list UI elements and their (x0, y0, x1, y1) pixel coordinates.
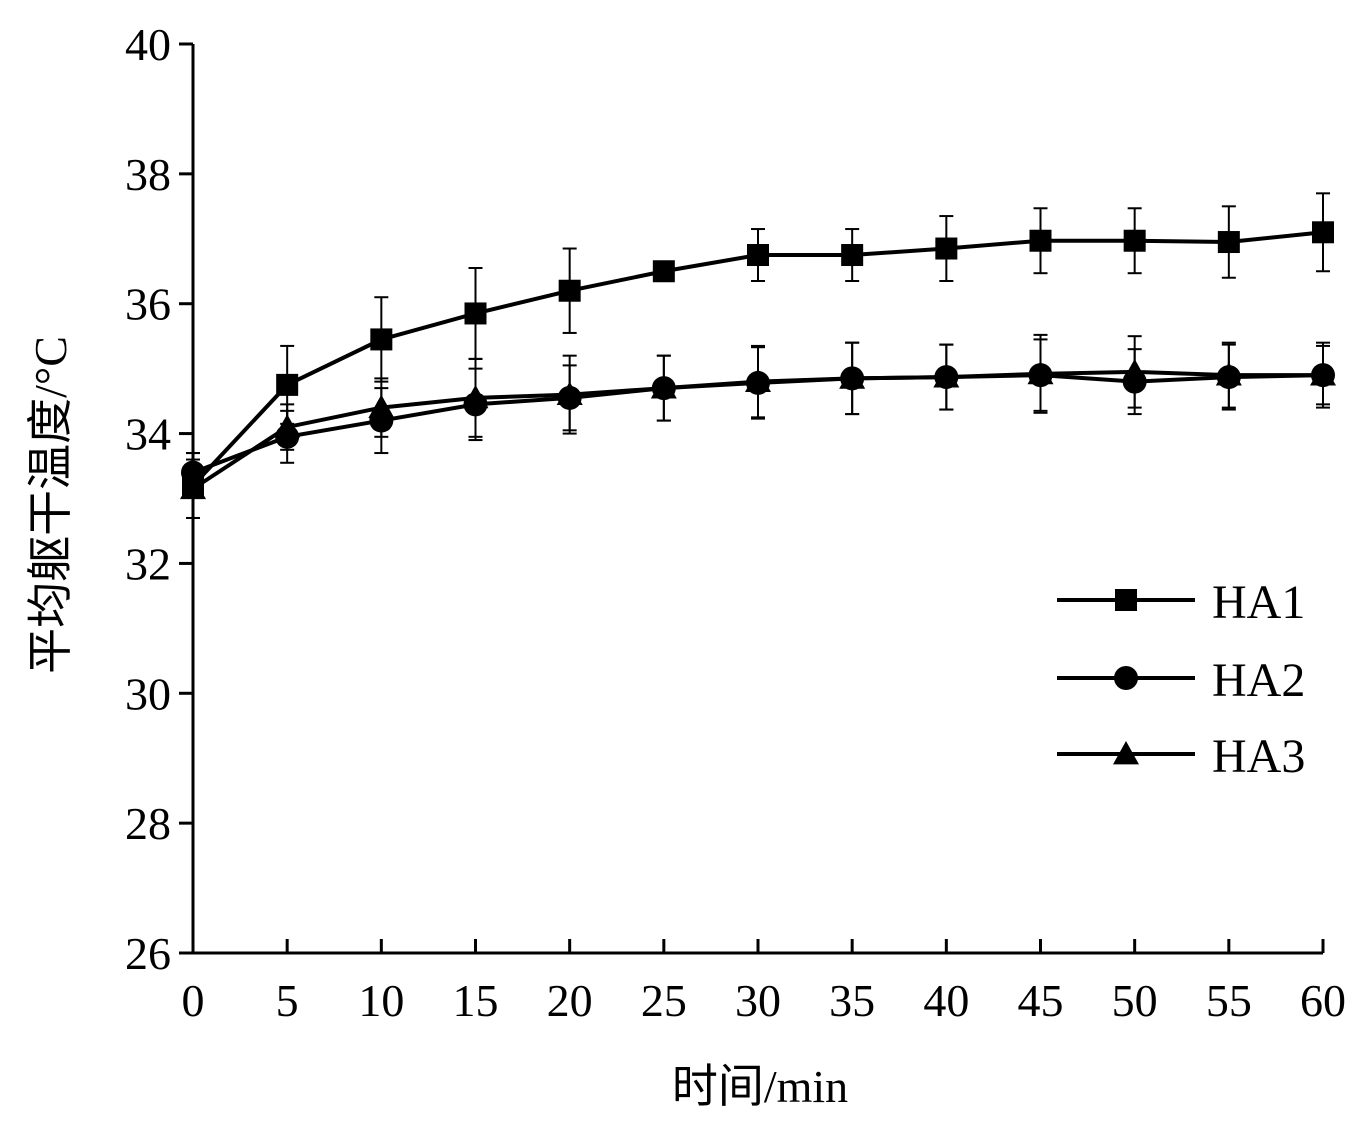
x-tick-label: 40 (923, 975, 969, 1026)
data-point-ha1 (1029, 229, 1052, 252)
data-point-ha3 (556, 381, 583, 406)
data-point-ha3 (368, 394, 395, 418)
data-point-ha1 (558, 279, 581, 302)
data-point-ha1 (370, 328, 393, 351)
x-tick-label: 55 (1206, 975, 1252, 1026)
axes: 26 28 30 32 34 36 38 40 0 5 10 15 20 25 30 35 40 45 50 55 60 (125, 19, 1346, 1026)
x-tick-label: 5 (276, 975, 299, 1026)
data-point-ha1 (276, 373, 299, 396)
y-tick-label: 40 (125, 19, 171, 70)
data-point-ha3 (1215, 362, 1242, 386)
x-tick-label: 25 (641, 975, 687, 1026)
data-point-ha1 (841, 244, 864, 267)
data-point-ha1 (652, 260, 675, 283)
legend-marker (1114, 666, 1138, 690)
x-tick-label: 10 (358, 975, 404, 1026)
legend-label: HA3 (1212, 730, 1305, 783)
y-tick-label: 32 (125, 538, 171, 589)
data-point-ha3 (745, 368, 771, 393)
y-tick-label: 34 (125, 409, 171, 460)
data-point-ha3 (1310, 362, 1336, 386)
legend-label: HA1 (1212, 576, 1305, 629)
data-point-ha1 (747, 244, 769, 267)
data-point-ha3 (650, 375, 677, 399)
x-tick-label: 60 (1300, 975, 1346, 1026)
x-tick-label: 35 (829, 975, 875, 1026)
y-tick-label: 30 (125, 668, 171, 719)
y-axis-title: 平均躯干温度/°C (25, 336, 76, 674)
legend-label: HA2 (1212, 654, 1305, 707)
data-point-ha3 (462, 384, 489, 409)
data-point-ha3 (274, 414, 301, 438)
x-tick-label: 20 (547, 975, 593, 1026)
data-point-ha3 (933, 364, 960, 388)
y-tick-label: 26 (125, 928, 171, 979)
legend: HA1 HA2 HA3 (1057, 576, 1305, 783)
x-axis-title: 时间/min (672, 1061, 848, 1112)
data-point-ha1 (1217, 231, 1240, 254)
y-tick-label: 28 (125, 798, 171, 849)
data-point-ha3 (1027, 360, 1054, 385)
x-tick-label: 30 (735, 975, 781, 1026)
legend-marker (1113, 741, 1139, 765)
y-tick-label: 38 (125, 149, 171, 200)
data-point-ha3 (839, 365, 866, 389)
legend-marker (1115, 589, 1137, 611)
data-point-ha3 (1121, 358, 1148, 383)
x-tick-label: 45 (1018, 975, 1064, 1026)
x-tick-label: 15 (453, 975, 499, 1026)
x-tick-label: 0 (182, 975, 205, 1026)
series-markers (180, 221, 1336, 500)
data-point-ha3 (180, 475, 206, 500)
x-tick-label: 50 (1112, 975, 1158, 1026)
data-point-ha2 (181, 460, 205, 485)
data-point-ha1 (464, 302, 487, 325)
data-point-ha1 (1312, 221, 1334, 244)
data-point-ha1 (935, 237, 958, 260)
y-tick-label: 36 (125, 279, 171, 330)
data-point-ha1 (1123, 229, 1146, 252)
